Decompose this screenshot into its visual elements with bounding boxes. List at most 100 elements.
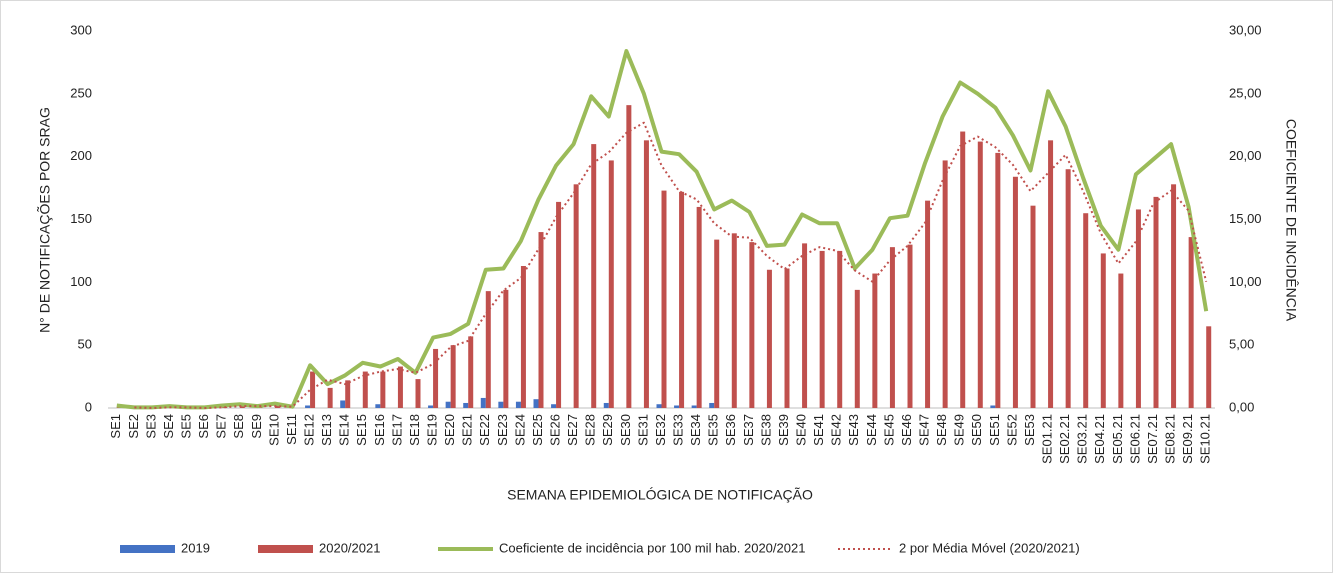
- x-tick-label: SE27: [565, 414, 580, 446]
- bar: [749, 242, 755, 408]
- bar: [626, 105, 632, 408]
- bar: [533, 399, 539, 408]
- x-tick-label: SE02.21: [1057, 414, 1072, 464]
- y-tick-label: 200: [70, 148, 92, 163]
- bar: [995, 152, 1001, 408]
- bar: [380, 371, 386, 408]
- x-tick-label: SE01.21: [1040, 414, 1055, 464]
- bar: [1012, 176, 1018, 408]
- moving-average-line: [134, 121, 1208, 409]
- y-tick-label: 0: [85, 399, 92, 414]
- bar: [679, 191, 685, 408]
- x-tick-label: SE12: [302, 414, 317, 446]
- x-tick-label: SE23: [495, 414, 510, 446]
- x-tick-label: SE42: [829, 414, 844, 446]
- bar: [656, 404, 662, 408]
- x-tick-label: SE52: [1004, 414, 1019, 446]
- bar: [468, 336, 474, 408]
- bar: [515, 401, 521, 408]
- x-tick-label: SE11: [284, 414, 299, 445]
- x-tick-label: SE32: [653, 414, 668, 446]
- bar: [310, 371, 316, 408]
- x-tick-label: SE26: [548, 414, 563, 446]
- bar: [1083, 213, 1089, 408]
- y-tick-label: 250: [70, 85, 92, 100]
- bar: [503, 289, 509, 408]
- x-tick-label: SE04.21: [1092, 414, 1107, 464]
- bar: [1135, 209, 1141, 408]
- x-tick-label: SE50: [969, 414, 984, 446]
- x-tick-label: SE9: [249, 414, 264, 439]
- x-tick-label: SE18: [407, 414, 422, 446]
- bar: [362, 371, 368, 408]
- x-tick-label: SE16: [372, 414, 387, 446]
- bar: [714, 239, 720, 408]
- x-tick-label: SE35: [706, 414, 721, 446]
- bar: [551, 404, 557, 408]
- y2-tick-label: 10,00: [1229, 274, 1262, 289]
- y2-tick-label: 20,00: [1229, 148, 1262, 163]
- x-tick-label: SE40: [794, 414, 809, 446]
- bar: [345, 380, 351, 408]
- bar: [498, 401, 504, 408]
- x-tick-label: SE38: [758, 414, 773, 446]
- x-tick-label: SE29: [600, 414, 615, 446]
- bar: [573, 184, 579, 408]
- y-axis-label: N° DE NOTIFICAÇÕES POR SRAG: [37, 107, 53, 333]
- bar: [1206, 326, 1212, 408]
- x-tick-label: SE08.21: [1163, 414, 1178, 464]
- x-tick-label: SE19: [425, 414, 440, 446]
- x-tick-label: SE48: [934, 414, 949, 446]
- bar: [397, 366, 403, 408]
- x-tick-label: SE20: [442, 414, 457, 446]
- bar: [784, 268, 790, 408]
- bar: [480, 397, 486, 408]
- x-tick-label: SE09.21: [1180, 414, 1195, 464]
- y2-tick-label: 0,00: [1229, 399, 1254, 414]
- bar: [591, 144, 597, 408]
- bar: [819, 250, 825, 408]
- bar: [1118, 273, 1124, 408]
- bar: [274, 405, 280, 408]
- bar: [802, 243, 808, 408]
- bar: [556, 201, 562, 408]
- x-tick-label: SE15: [354, 414, 369, 446]
- bar: [731, 233, 737, 408]
- y2-tick-label: 25,00: [1229, 85, 1262, 100]
- x-tick-label: SE45: [881, 414, 896, 446]
- bar: [1030, 205, 1036, 408]
- x-tick-label: SE6: [196, 414, 211, 439]
- legend-label: 2 por Média Móvel (2020/2021): [899, 540, 1080, 555]
- x-tick-label: SE28: [583, 414, 598, 446]
- bar: [1153, 196, 1159, 408]
- x-tick-label: SE36: [723, 414, 738, 446]
- bar: [327, 387, 333, 408]
- x-tick-label: SE51: [987, 414, 1002, 446]
- bar: [907, 244, 913, 408]
- bar: [674, 405, 680, 408]
- bar: [450, 345, 456, 408]
- x-tick-label: SE5: [179, 414, 194, 439]
- bar: [942, 160, 948, 408]
- bar: [977, 141, 983, 408]
- bar: [766, 269, 772, 408]
- bar: [1048, 140, 1054, 408]
- x-tick-label: SE37: [741, 414, 756, 446]
- x-tick-label: SE03.21: [1075, 414, 1090, 464]
- legend-label: 2020/2021: [319, 540, 380, 555]
- bar: [1065, 169, 1071, 408]
- x-tick-label: SE41: [811, 414, 826, 446]
- bar: [691, 405, 697, 408]
- bar: [837, 250, 843, 408]
- y2-tick-label: 5,00: [1229, 337, 1254, 352]
- bar: [709, 402, 715, 408]
- x-tick-label: SE13: [319, 414, 334, 446]
- bar: [239, 405, 245, 408]
- legend-swatch: [120, 545, 175, 553]
- x-tick-label: SE44: [864, 414, 879, 446]
- bar: [854, 289, 860, 408]
- bar: [1188, 237, 1194, 408]
- x-tick-label: SE4: [161, 414, 176, 439]
- x-tick-label: SE47: [917, 414, 932, 446]
